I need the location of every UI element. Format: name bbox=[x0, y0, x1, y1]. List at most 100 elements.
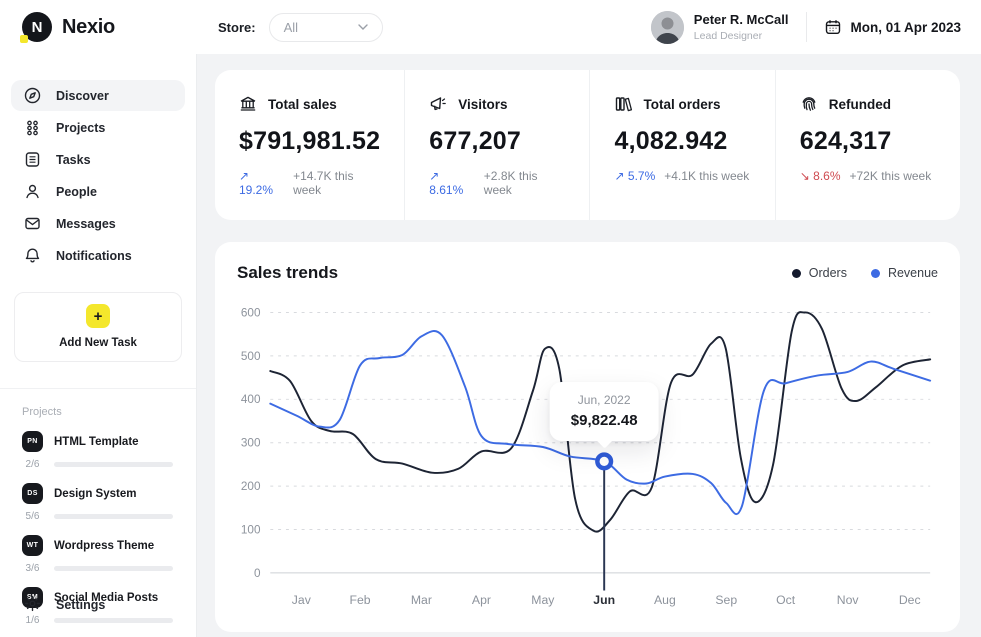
svg-text:100: 100 bbox=[241, 523, 261, 536]
avatar[interactable] bbox=[650, 10, 684, 44]
project-name: Design System bbox=[54, 487, 137, 500]
project-progressbar bbox=[54, 618, 173, 623]
store-filter: Store: All bbox=[218, 12, 383, 42]
project-fraction: 1/6 bbox=[25, 615, 40, 626]
orders-legend-dot bbox=[791, 268, 801, 278]
project-item-design-system[interactable]: DS Design System 5/6 bbox=[22, 483, 173, 522]
legend-item-orders[interactable]: Orders bbox=[791, 266, 847, 280]
svg-text:300: 300 bbox=[241, 437, 261, 450]
svg-text:May: May bbox=[531, 593, 555, 607]
top-header: N Nexio Store: All Peter R. McCall Lead … bbox=[0, 0, 981, 54]
compass-icon bbox=[24, 87, 41, 104]
sales-chart[interactable]: 0 100 200 300 400 500 600 Jav Feb Mar Apr May Jun Aug… bbox=[237, 289, 938, 626]
add-task-button[interactable]: + bbox=[86, 304, 110, 328]
bank-icon bbox=[239, 95, 257, 113]
sidebar-item-tasks[interactable]: Tasks bbox=[11, 144, 185, 175]
project-item-html-template[interactable]: PN HTML Template 2/6 bbox=[22, 431, 173, 470]
store-select[interactable]: All bbox=[268, 12, 383, 42]
svg-text:Aug: Aug bbox=[654, 593, 676, 607]
stat-delta: +2.8K this week bbox=[483, 169, 538, 197]
user-block: Peter R. McCall Lead Designer bbox=[694, 12, 789, 42]
sidebar-divider bbox=[0, 388, 196, 389]
chart-tooltip: Jun, 2022 $9,822.48 bbox=[549, 382, 659, 442]
stats-row: Total sales $791,981.52 ↗ 19.2% +14.7K t… bbox=[215, 70, 960, 220]
svg-text:600: 600 bbox=[241, 306, 261, 319]
stat-trend: ↗ 5.7% bbox=[614, 169, 656, 183]
logo-accent-dot bbox=[20, 35, 28, 43]
legend-label: Orders bbox=[808, 266, 847, 280]
revenue-legend-dot bbox=[870, 268, 880, 278]
orders-icon bbox=[614, 95, 633, 113]
svg-text:Apr: Apr bbox=[472, 593, 491, 607]
stat-value: 4,082.942 bbox=[614, 127, 728, 155]
plus-icon: + bbox=[93, 307, 103, 325]
sidebar-item-notifications[interactable]: Notifications bbox=[11, 240, 185, 271]
chevron-down-icon bbox=[357, 24, 368, 30]
header-right: Peter R. McCall Lead Designer Mon, 01 Ap… bbox=[650, 10, 981, 44]
stat-delta: +72K this week bbox=[849, 169, 932, 183]
sales-trends-card: Sales trends Orders Revenue 0 100 200 300 40… bbox=[215, 242, 960, 632]
svg-text:Jun: Jun bbox=[593, 593, 615, 607]
logo-initial: N bbox=[31, 18, 43, 36]
project-progressbar bbox=[54, 514, 173, 519]
header-divider bbox=[806, 12, 808, 42]
chart-legend: Orders Revenue bbox=[791, 266, 938, 280]
project-name: Social Media Posts bbox=[54, 591, 159, 604]
main-content: Total sales $791,981.52 ↗ 19.2% +14.7K t… bbox=[197, 54, 981, 637]
projects-section-label: Projects bbox=[22, 406, 62, 418]
sidebar-item-people[interactable]: People bbox=[11, 176, 185, 207]
stat-title: Visitors bbox=[458, 96, 508, 112]
brand-name: Nexio bbox=[62, 15, 115, 38]
sidebar-item-messages[interactable]: Messages bbox=[11, 208, 185, 239]
stat-trend: ↗ 8.61% bbox=[429, 169, 464, 197]
sidebar: Discover Projects Tasks People Messages bbox=[0, 54, 197, 637]
project-name: Wordpress Theme bbox=[54, 539, 155, 552]
sidebar-item-label: Tasks bbox=[56, 152, 91, 167]
tooltip-value: $9,822.48 bbox=[570, 412, 638, 430]
project-fraction: 3/6 bbox=[25, 563, 40, 574]
svg-text:Mar: Mar bbox=[411, 593, 432, 607]
stat-card-visitors: Visitors 677,207 ↗ 8.61% +2.8K this week bbox=[404, 70, 589, 220]
svg-text:Sep: Sep bbox=[715, 593, 737, 607]
sidebar-item-discover[interactable]: Discover bbox=[11, 80, 185, 111]
avatar-photo bbox=[650, 10, 684, 44]
date-text: Mon, 01 Apr 2023 bbox=[850, 19, 961, 35]
sidebar-nav: Discover Projects Tasks People Messages bbox=[0, 54, 196, 271]
gear-icon bbox=[24, 595, 41, 615]
sidebar-item-label: Discover bbox=[56, 88, 109, 103]
legend-item-revenue[interactable]: Revenue bbox=[870, 266, 938, 280]
project-progressbar bbox=[54, 566, 173, 571]
projects-section: Projects PN HTML Template 2/6 DS Design … bbox=[0, 389, 196, 626]
grid-dots-icon bbox=[24, 119, 41, 136]
date-display: Mon, 01 Apr 2023 bbox=[825, 19, 961, 35]
person-icon bbox=[24, 183, 41, 200]
store-label: Store: bbox=[218, 19, 256, 35]
add-task-label: Add New Task bbox=[59, 337, 137, 349]
stat-card-total-sales: Total sales $791,981.52 ↗ 19.2% +14.7K t… bbox=[215, 70, 404, 220]
project-item-wordpress-theme[interactable]: WT Wordpress Theme 3/6 bbox=[22, 535, 173, 574]
sidebar-item-settings[interactable]: Settings bbox=[24, 595, 105, 615]
stat-card-refunded: Refunded 624,317 ↘ 8.6% +72K this week bbox=[774, 70, 960, 220]
legend-label: Revenue bbox=[887, 266, 938, 280]
project-name: HTML Template bbox=[54, 435, 139, 448]
svg-text:200: 200 bbox=[241, 480, 261, 493]
bell-icon bbox=[24, 247, 41, 264]
fingerprint-icon bbox=[800, 95, 818, 113]
stat-trend: ↘ 8.6% bbox=[799, 169, 841, 183]
chart-title: Sales trends bbox=[237, 263, 339, 282]
sidebar-item-projects[interactable]: Projects bbox=[11, 112, 185, 143]
sidebar-item-label: Projects bbox=[56, 120, 106, 135]
project-badge: DS bbox=[22, 483, 43, 504]
stat-value: $791,981.52 bbox=[239, 127, 381, 155]
project-fraction: 5/6 bbox=[25, 511, 40, 522]
svg-text:Dec: Dec bbox=[899, 593, 921, 607]
nexio-logo-icon: N bbox=[20, 12, 52, 43]
settings-label: Settings bbox=[56, 598, 106, 612]
stat-title: Total orders bbox=[643, 96, 721, 112]
svg-text:Feb: Feb bbox=[350, 593, 371, 607]
project-progressbar bbox=[54, 462, 173, 467]
stat-delta: +4.1K this week bbox=[664, 169, 750, 183]
stat-trend: ↗ 19.2% bbox=[239, 169, 274, 197]
sidebar-item-label: Messages bbox=[56, 216, 116, 231]
svg-text:Nov: Nov bbox=[837, 593, 860, 607]
